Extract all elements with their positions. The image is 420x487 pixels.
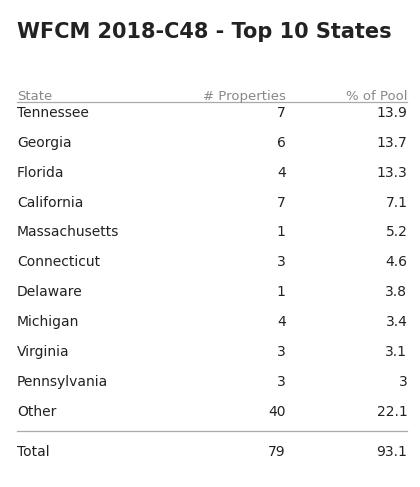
Text: 4.6: 4.6 [386,255,407,269]
Text: 3.4: 3.4 [386,315,407,329]
Text: Pennsylvania: Pennsylvania [17,375,108,389]
Text: 3: 3 [277,345,286,359]
Text: 3: 3 [399,375,407,389]
Text: 1: 1 [277,285,286,299]
Text: 6: 6 [277,136,286,150]
Text: 7.1: 7.1 [386,196,407,209]
Text: 3: 3 [277,255,286,269]
Text: 7: 7 [277,106,286,120]
Text: 4: 4 [277,315,286,329]
Text: State: State [17,90,52,103]
Text: Delaware: Delaware [17,285,83,299]
Text: 3.8: 3.8 [386,285,407,299]
Text: Connecticut: Connecticut [17,255,100,269]
Text: 3: 3 [277,375,286,389]
Text: 79: 79 [268,445,286,459]
Text: Total: Total [17,445,50,459]
Text: Tennessee: Tennessee [17,106,89,120]
Text: WFCM 2018-C48 - Top 10 States: WFCM 2018-C48 - Top 10 States [17,22,391,42]
Text: 13.9: 13.9 [376,106,407,120]
Text: 13.7: 13.7 [377,136,407,150]
Text: 5.2: 5.2 [386,225,407,240]
Text: 7: 7 [277,196,286,209]
Text: Florida: Florida [17,166,64,180]
Text: Virginia: Virginia [17,345,69,359]
Text: # Properties: # Properties [203,90,286,103]
Text: 22.1: 22.1 [377,405,407,418]
Text: 4: 4 [277,166,286,180]
Text: % of Pool: % of Pool [346,90,407,103]
Text: Georgia: Georgia [17,136,71,150]
Text: 1: 1 [277,225,286,240]
Text: 13.3: 13.3 [377,166,407,180]
Text: 93.1: 93.1 [376,445,407,459]
Text: Other: Other [17,405,56,418]
Text: 40: 40 [268,405,286,418]
Text: Massachusetts: Massachusetts [17,225,119,240]
Text: Michigan: Michigan [17,315,79,329]
Text: California: California [17,196,83,209]
Text: 3.1: 3.1 [386,345,407,359]
